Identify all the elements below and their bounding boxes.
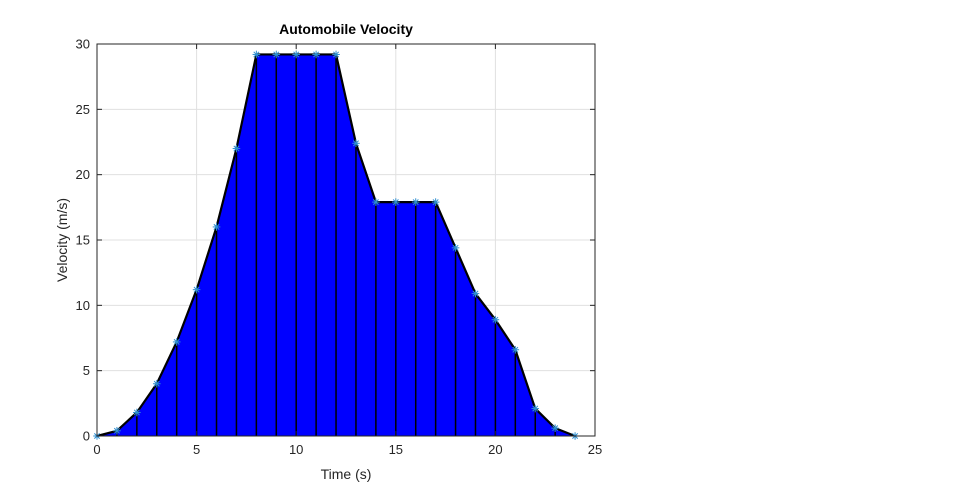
marker-stroke	[153, 380, 160, 387]
data-point-marker	[392, 198, 400, 206]
x-tick-label: 10	[289, 442, 303, 457]
y-tick-label: 5	[83, 363, 90, 378]
tick-labels: 0 5 10 15 20 25 0 5 10 15 20 25 30	[76, 37, 603, 458]
x-tick-label: 20	[488, 442, 502, 457]
data-point-marker	[372, 198, 380, 206]
marker-stroke	[253, 51, 260, 58]
data-point-marker	[431, 198, 440, 206]
data-point-marker	[172, 338, 181, 346]
y-tick-label: 20	[76, 167, 90, 182]
data-point-marker	[113, 426, 121, 435]
marker-stroke	[193, 286, 200, 293]
marker-stroke	[173, 338, 180, 345]
marker-stroke	[293, 51, 300, 58]
marker-stroke	[552, 425, 559, 432]
marker-stroke	[273, 51, 280, 58]
data-point-marker	[232, 144, 241, 153]
marker-stroke	[333, 51, 340, 58]
data-point-marker	[292, 50, 300, 59]
x-tick-label: 25	[588, 442, 602, 457]
x-tick-label: 5	[193, 442, 200, 457]
marker-stroke	[412, 199, 419, 206]
x-tick-label: 15	[389, 442, 403, 457]
data-point-marker	[491, 315, 500, 324]
data-point-marker	[133, 408, 141, 417]
marker-stroke	[452, 244, 459, 251]
marker-stroke	[313, 51, 320, 58]
data-point-marker	[252, 50, 261, 59]
data-point-marker	[471, 289, 480, 298]
data-point-marker	[531, 404, 540, 413]
marker-stroke	[532, 405, 539, 412]
data-point-marker	[212, 223, 221, 231]
marker-stroke	[213, 223, 220, 230]
data-point-marker	[551, 424, 559, 432]
x-tick-label: 0	[93, 442, 100, 457]
data-point-marker	[152, 379, 161, 388]
data-point-marker	[511, 345, 520, 354]
data-point-marker	[352, 139, 360, 148]
marker-stroke	[432, 199, 439, 206]
y-tick-label: 10	[76, 298, 90, 313]
data-point-marker	[332, 50, 340, 59]
marker-stroke	[133, 409, 140, 416]
y-axis-label: Velocity (m/s)	[54, 198, 70, 282]
y-tick-label: 25	[76, 102, 90, 117]
data-point-marker	[192, 285, 201, 294]
trapezoid-strips	[116, 54, 556, 436]
marker-stroke	[392, 199, 399, 206]
plot-area	[93, 43, 596, 440]
y-tick-label: 30	[76, 37, 90, 52]
data-point-marker	[411, 198, 420, 206]
data-point-marker	[272, 50, 281, 59]
marker-stroke	[472, 290, 479, 297]
marker-stroke	[113, 427, 120, 434]
chart-title: Automobile Velocity	[279, 21, 413, 37]
data-point-marker	[312, 50, 320, 59]
marker-stroke	[512, 346, 519, 353]
marker-stroke	[372, 199, 379, 206]
y-tick-label: 0	[83, 429, 90, 444]
marker-stroke	[233, 145, 240, 152]
marker-stroke	[492, 316, 499, 323]
y-tick-label: 15	[76, 233, 90, 248]
data-point-marker	[451, 244, 460, 252]
marker-stroke	[352, 140, 359, 147]
axes-frame	[96, 43, 596, 437]
x-axis-label: Time (s)	[321, 466, 372, 482]
